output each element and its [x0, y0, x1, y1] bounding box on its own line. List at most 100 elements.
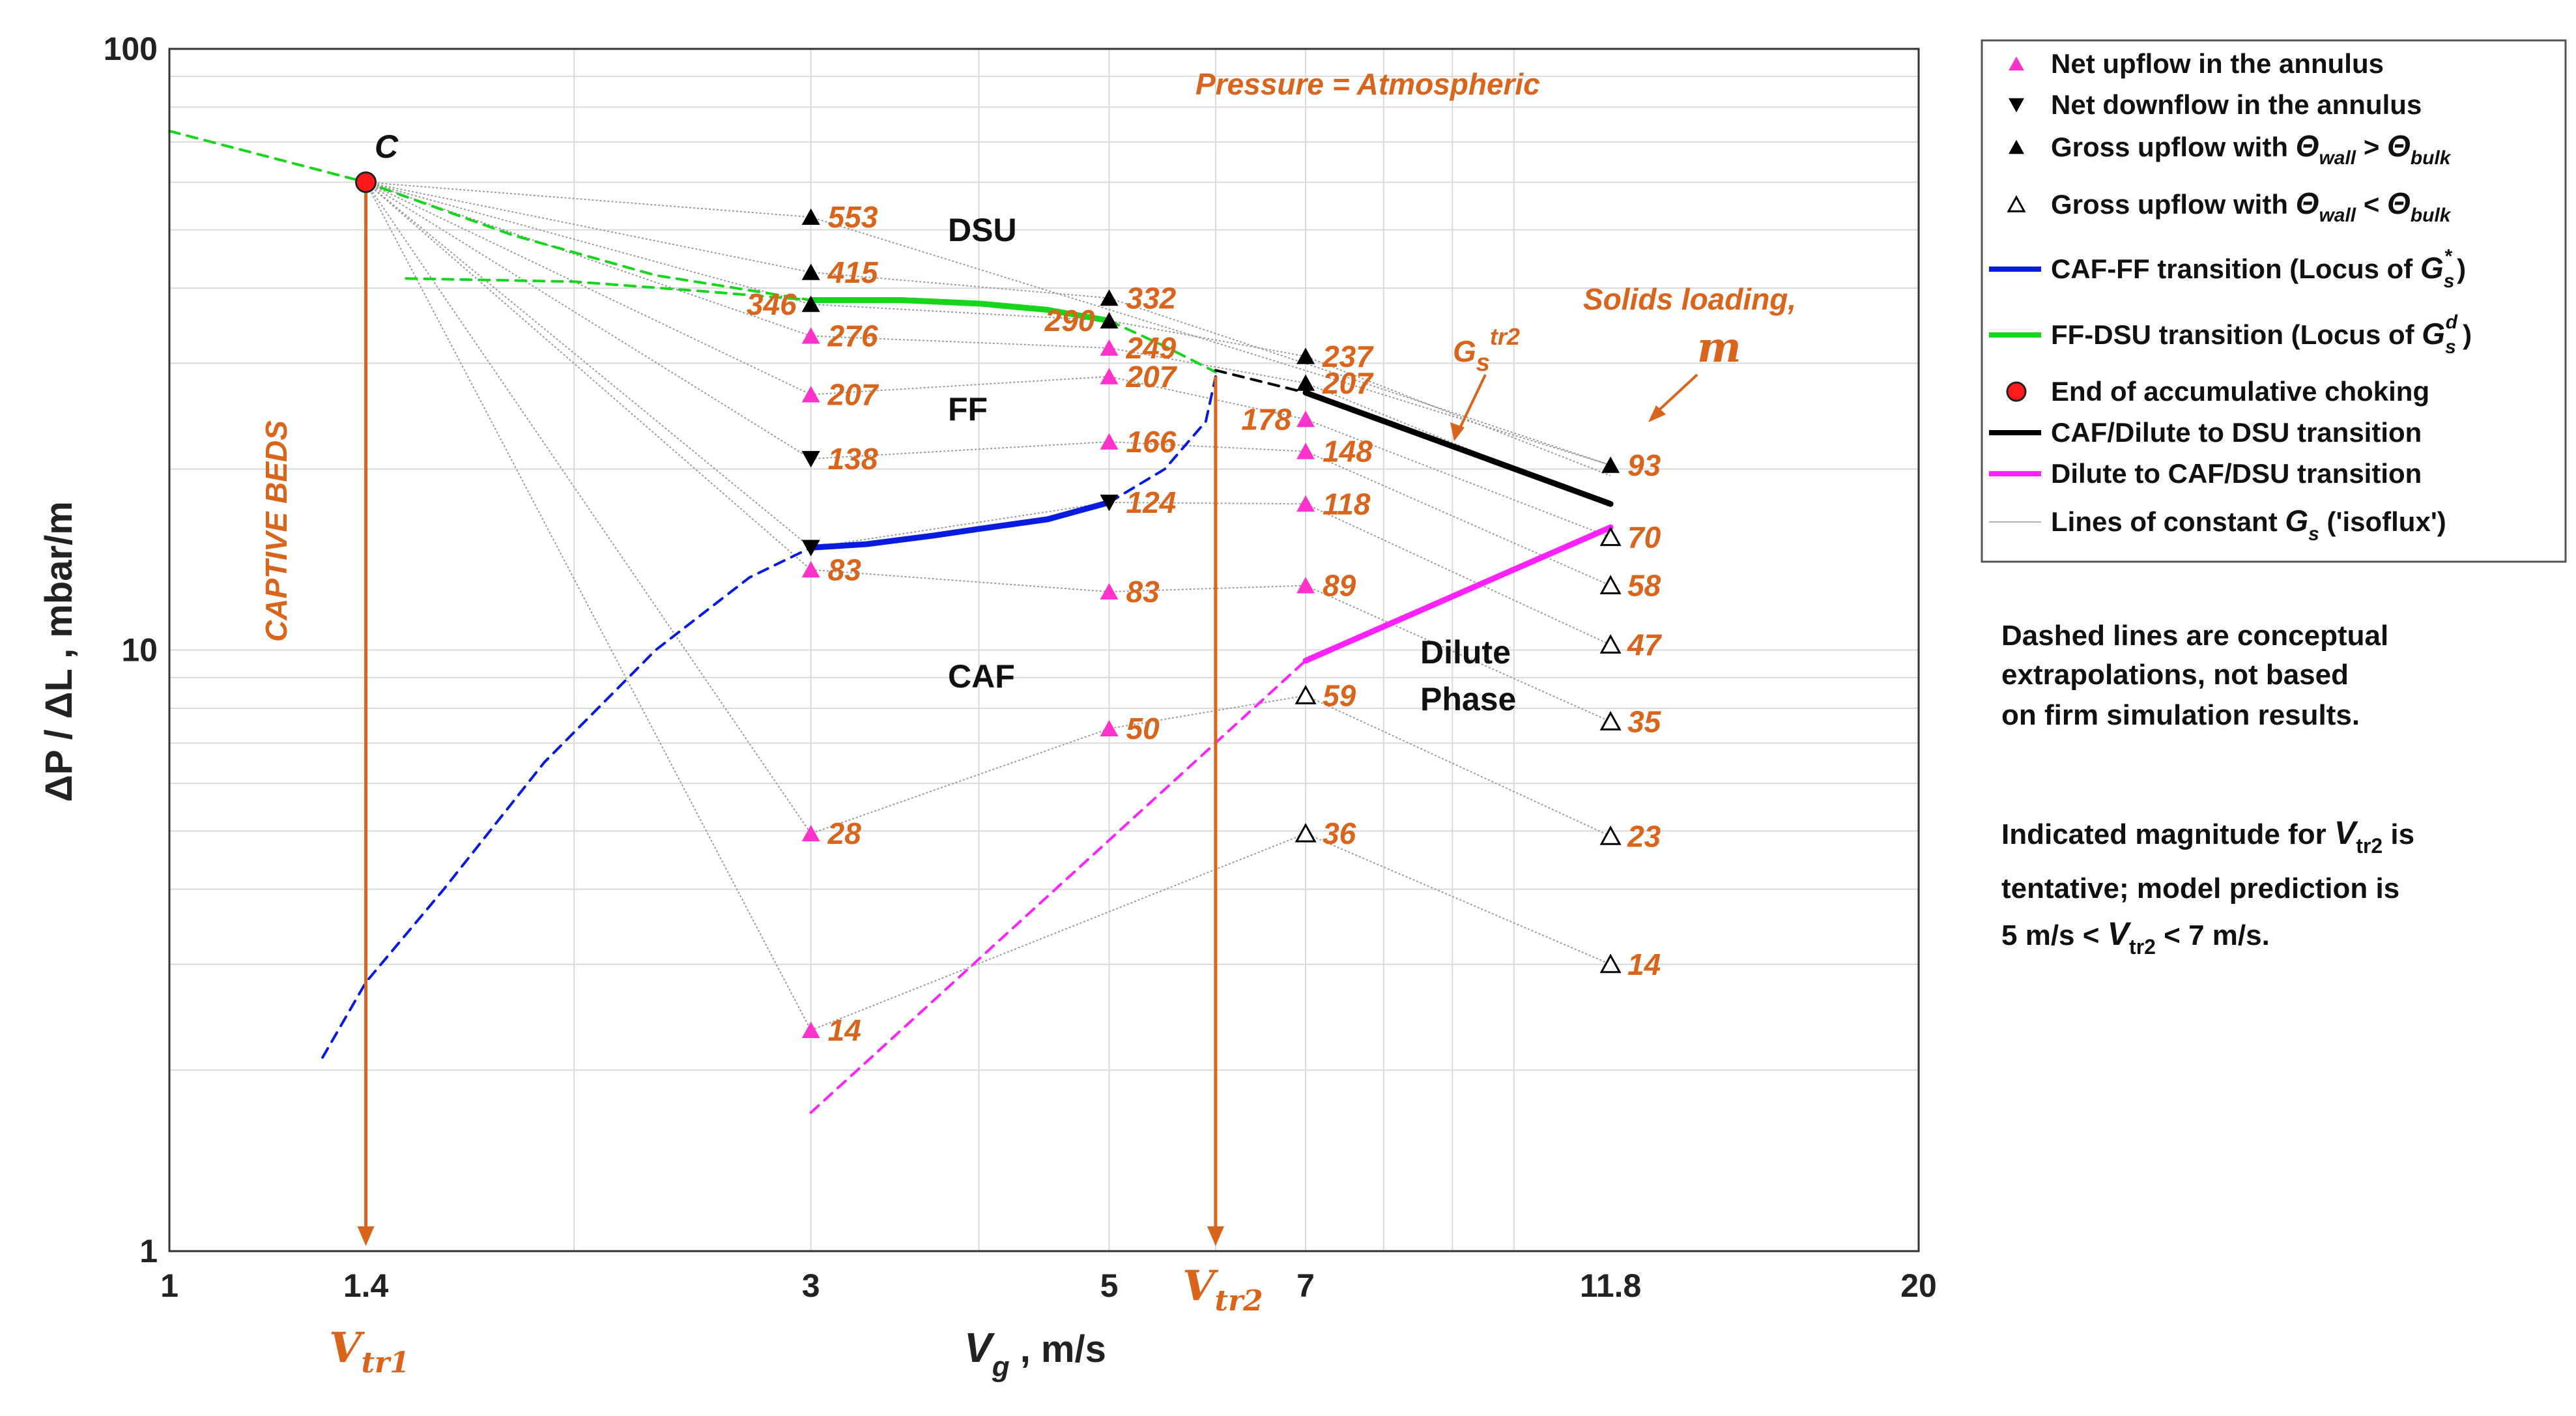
- point-label: 28: [827, 816, 862, 850]
- point-label: 207: [1125, 360, 1177, 394]
- legend-marker-triangle-up-black: [2009, 139, 2024, 154]
- legend: Net upflow in the annulus Net downflow in…: [1981, 39, 2567, 563]
- marker-triangle-up-black: [801, 208, 820, 225]
- isoflux-line: [365, 181, 1611, 508]
- solids-loading-symbol: m: [1697, 323, 1741, 372]
- transition-line-magenta-dashed: [809, 659, 1308, 1114]
- marker-triangle-up-open: [1295, 822, 1317, 843]
- legend-label: CAF/Dilute to DSU transition: [2051, 417, 2422, 448]
- legend-marker-triangle-up-magenta: [2009, 56, 2024, 71]
- pressure-annotation: Pressure = Atmospheric: [1195, 67, 1540, 101]
- captive-beds-label: CAPTIVE BEDS: [259, 420, 293, 642]
- point-label: 415: [827, 255, 879, 289]
- point-label: 59: [1323, 678, 1356, 712]
- point-label: 553: [828, 200, 878, 234]
- point-label: 178: [1241, 402, 1291, 436]
- legend-box: [1981, 39, 2567, 563]
- legend-label: Net upflow in the annulus: [2051, 48, 2384, 79]
- isoflux-line: [365, 182, 1611, 837]
- marker-triangle-up-open: [1295, 684, 1317, 704]
- marker-triangle-up-magenta: [801, 386, 820, 403]
- point-label: 58: [1627, 569, 1661, 603]
- transition-line-black-solid: [1302, 390, 1614, 507]
- marker-triangle-up-magenta: [1100, 433, 1119, 450]
- solids-loading-annotation: Solids loading,: [1583, 282, 1796, 316]
- region-dsu: DSU: [948, 212, 1017, 248]
- isoflux-line: [365, 181, 1611, 538]
- point-label: 332: [1126, 281, 1176, 315]
- marker-triangle-down-black: [1100, 495, 1119, 512]
- gs-tr2-arrowhead: [1450, 422, 1465, 441]
- legend-label: Dilute to CAF/DSU transition: [2051, 458, 2422, 489]
- point-label: 35: [1627, 704, 1662, 738]
- y-ticks: 1 10 100: [104, 31, 158, 1269]
- marker-triangle-up-black: [801, 263, 820, 280]
- x-tick-label: 1.4: [343, 1267, 389, 1304]
- point-label: 166: [1126, 425, 1176, 459]
- point-label: 83: [828, 553, 862, 586]
- marker-triangle-up-open: [1599, 825, 1622, 845]
- transition-line-black-dashed: [1214, 369, 1308, 394]
- region-ff: FF: [948, 391, 988, 427]
- point-label: 249: [1125, 331, 1176, 365]
- note-vtr2-2: tentative; model prediction is: [2001, 873, 2399, 904]
- note-vtr2-3: 5 m/s < Vtr2 < 7 m/s.: [2001, 916, 2270, 959]
- marker-triangle-down-black: [801, 451, 820, 468]
- point-c-marker: [355, 171, 377, 194]
- note-vtr2-1: Indicated magnitude for Vtr2 is: [2001, 815, 2414, 858]
- legend-label: Gross upflow with Θwall < Θbulk: [2051, 186, 2452, 226]
- y-tick-label: 10: [121, 632, 158, 669]
- transition-line-blue-dashed: [1108, 375, 1217, 504]
- transition-line-blue-dashed: [321, 546, 812, 1059]
- point-label: 70: [1627, 521, 1661, 555]
- region-dilute-1: Dilute: [1420, 634, 1511, 671]
- data-markers: [355, 171, 1622, 1039]
- point-c-label: C: [375, 128, 399, 165]
- point-label: 138: [828, 442, 878, 476]
- point-label: 36: [1323, 816, 1356, 850]
- transition-line-magenta-solid: [1302, 524, 1614, 664]
- marker-triangle-up-open: [1599, 575, 1622, 594]
- point-label: 207: [827, 378, 880, 412]
- legend-label: Gross upflow with Θwall > Θbulk: [2051, 129, 2452, 169]
- transition-line-blue-solid: [808, 499, 1112, 551]
- region-dilute-2: Phase: [1420, 681, 1516, 717]
- marker-triangle-up-magenta: [1100, 339, 1119, 356]
- x-tick-label: 1: [160, 1267, 179, 1304]
- point-label: 207: [1322, 366, 1374, 400]
- point-label: 93: [1627, 448, 1661, 482]
- legend-label: Net downflow in the annulus: [2051, 89, 2422, 120]
- x-tick-label: 11.8: [1580, 1267, 1642, 1304]
- gs-tr2-arrow: [1456, 374, 1487, 434]
- x-axis-label: Vg , m/s: [964, 1324, 1106, 1383]
- gs-tr2-annotation: Gstr2: [1453, 323, 1520, 377]
- marker-triangle-up-magenta: [1100, 583, 1119, 600]
- legend-marker-circle: [2006, 381, 2027, 402]
- note-dashed-3: on firm simulation results.: [2001, 699, 2360, 731]
- marker-triangle-up-magenta: [801, 327, 820, 344]
- legend-marker-triangle-down-black: [2009, 98, 2024, 113]
- point-label: 118: [1323, 487, 1371, 521]
- point-labels: 5534153462762071388328143322902492071661…: [747, 200, 1663, 1047]
- marker-triangle-up-black: [1100, 289, 1119, 306]
- transition-line-green-dashed: [405, 277, 812, 302]
- legend-marker-triangle-up-open: [2007, 195, 2026, 212]
- y-tick-label: 1: [139, 1233, 158, 1269]
- marker-triangle-up-magenta: [801, 1021, 820, 1039]
- point-label: 14: [1627, 947, 1661, 981]
- point-label: 47: [1627, 628, 1663, 662]
- vertical-marker-arrowhead: [357, 1226, 375, 1246]
- transition-line-green-dashed: [1108, 319, 1217, 373]
- solids-loading-arrowhead: [1648, 405, 1666, 422]
- legend-label: FF-DSU transition (Locus of Gsd): [2051, 311, 2472, 358]
- marker-triangle-up-magenta: [1100, 719, 1119, 737]
- vtr2-label: Vtr2: [1182, 1262, 1263, 1318]
- point-label: 124: [1126, 485, 1176, 519]
- marker-triangle-up-magenta: [1296, 411, 1315, 427]
- notes: Dashed lines are conceptual extrapolatio…: [2001, 620, 2414, 959]
- transition-line-green-solid: [808, 297, 1112, 324]
- point-label: 276: [827, 319, 878, 353]
- vtr1-label: Vtr1: [329, 1323, 410, 1380]
- x-ticks: 1 1.4 3 5 7 11.8 20: [160, 1267, 1937, 1304]
- legend-label: End of accumulative choking: [2051, 376, 2429, 407]
